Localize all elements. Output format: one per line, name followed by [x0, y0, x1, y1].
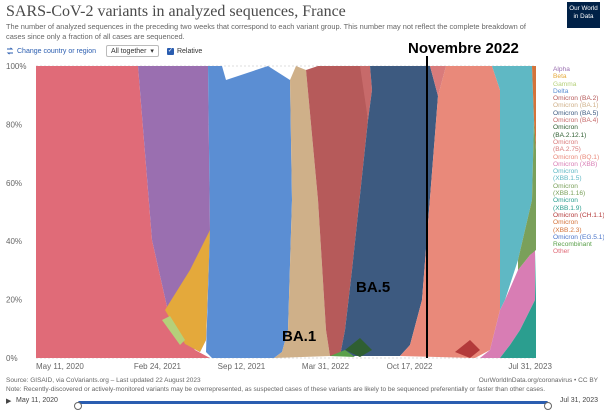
- y-tick-label: 20%: [6, 296, 22, 305]
- ba5-label: BA.5: [356, 279, 390, 296]
- legend-item[interactable]: Omicron (BA.2.75): [553, 138, 581, 154]
- legend-item[interactable]: Omicron (BA.2.12.1): [553, 124, 587, 139]
- area-ch11[interactable]: [455, 340, 480, 358]
- x-axis-ticks: May 11, 2020 Feb 24, 2021 Sep 12, 2021 Mar …: [36, 362, 552, 371]
- legend: Alpha Beta Gamma Delta Omicron (BA.2) Omicron…: [553, 66, 604, 256]
- variant-areas: [36, 66, 536, 358]
- legend-item[interactable]: Omicron (XBB.1.16): [553, 182, 586, 198]
- facet-dropdown[interactable]: All together ▾: [106, 45, 159, 57]
- legend-item[interactable]: Omicron (BA.1): [553, 102, 599, 110]
- legend-item[interactable]: Omicron (BA.4): [553, 117, 599, 125]
- timeline-start-handle[interactable]: [74, 402, 82, 410]
- y-axis-ticks: 0% 20% 40% 60% 80% 100%: [6, 62, 26, 363]
- chevron-down-icon: ▾: [150, 48, 154, 55]
- area-ba4[interactable]: [360, 66, 372, 120]
- y-tick-label: 100%: [6, 62, 26, 71]
- change-country-button[interactable]: Change country or region: [6, 47, 96, 55]
- legend-item[interactable]: Omicron (BA.2): [553, 95, 599, 103]
- timeline-end-label: Jul 31, 2023: [559, 397, 598, 404]
- area-ba2-12-1[interactable]: [345, 338, 372, 357]
- facet-dropdown-value: All together: [111, 47, 147, 55]
- legend-item[interactable]: Gamma: [553, 80, 577, 88]
- legend-item[interactable]: Omicron (XBB.1.5): [553, 168, 582, 183]
- area-delta[interactable]: [206, 66, 292, 358]
- y-tick-label: 0%: [6, 354, 18, 363]
- area-xbb15[interactable]: [492, 66, 534, 310]
- x-tick-label: May 11, 2020: [36, 362, 84, 371]
- area-bq1[interactable]: [400, 66, 500, 358]
- area-beta[interactable]: [165, 230, 210, 352]
- area-ba2[interactable]: [306, 66, 368, 356]
- timeline-track[interactable]: [74, 401, 552, 410]
- legend-item[interactable]: Omicron (BQ.1): [553, 153, 600, 161]
- area-eg51[interactable]: [500, 250, 536, 358]
- chart-title: SARS-CoV-2 variants in analyzed sequence…: [6, 3, 346, 20]
- play-icon[interactable]: ▶: [6, 398, 12, 405]
- novembre-2022-label: Novembre 2022: [408, 40, 519, 57]
- legend-item[interactable]: Omicron (XBB): [553, 160, 598, 168]
- area-other[interactable]: [36, 66, 210, 358]
- legend-item[interactable]: Omicron (CH.1.1): [553, 211, 604, 219]
- legend-item[interactable]: Recombinant: [553, 241, 592, 249]
- controls-row: Change country or region All together ▾ …: [6, 44, 202, 58]
- x-tick-label: Jul 31, 2023: [508, 362, 552, 371]
- area-ba1[interactable]: [274, 66, 330, 358]
- area-xbb[interactable]: [480, 250, 535, 358]
- timeline: ▶ May 11, 2020 Jul 31, 2023: [6, 396, 598, 410]
- area-ba5[interactable]: [340, 66, 438, 356]
- timeline-end-handle[interactable]: [544, 402, 552, 410]
- legend-item[interactable]: Omicron (BA.5): [553, 109, 599, 117]
- area-ba2-75[interactable]: [430, 66, 446, 96]
- area-xbb116[interactable]: [518, 120, 536, 270]
- x-tick-label: Feb 24, 2021: [134, 362, 182, 371]
- legend-item[interactable]: Delta: [553, 87, 569, 95]
- legend-item[interactable]: Other: [553, 248, 570, 256]
- timeline-start-label: May 11, 2020: [16, 397, 58, 404]
- ba1-label: BA.1: [282, 328, 316, 345]
- owid-link[interactable]: OurWorldInData.org/coronavirus • CC BY: [478, 377, 598, 384]
- relative-label: Relative: [176, 47, 203, 55]
- x-tick-label: Oct 17, 2022: [387, 362, 433, 371]
- area-recombinant[interactable]: [330, 350, 355, 357]
- y-tick-label: 80%: [6, 120, 22, 129]
- legend-item[interactable]: Alpha: [553, 66, 570, 73]
- x-tick-label: Mar 31, 2022: [302, 362, 350, 371]
- chart-subtitle: The number of analyzed sequences in the …: [6, 22, 526, 41]
- legend-item[interactable]: Omicron (XBB.1.9): [553, 197, 582, 212]
- area-gamma[interactable]: [162, 316, 185, 345]
- legend-item[interactable]: Omicron (EG.5.1): [553, 233, 604, 241]
- legend-item[interactable]: Beta: [553, 73, 567, 81]
- checkmark-icon: ✓: [166, 47, 174, 55]
- footer-note: Note: Recently-discovered or actively-mo…: [6, 386, 546, 393]
- owid-logo[interactable]: Our World in Data: [567, 2, 600, 28]
- swap-icon: [6, 47, 14, 55]
- relative-checkbox[interactable]: ✓ Relative: [166, 47, 203, 55]
- x-tick-label: Sep 12, 2021: [218, 362, 266, 371]
- source-note: Source: GISAID, via CoVariants.org – Las…: [6, 377, 201, 384]
- legend-item[interactable]: Omicron (XBB.2.3): [553, 219, 582, 234]
- y-tick-label: 60%: [6, 179, 22, 188]
- change-country-label: Change country or region: [17, 47, 96, 55]
- area-xbb23[interactable]: [532, 66, 536, 150]
- y-tick-label: 40%: [6, 237, 22, 246]
